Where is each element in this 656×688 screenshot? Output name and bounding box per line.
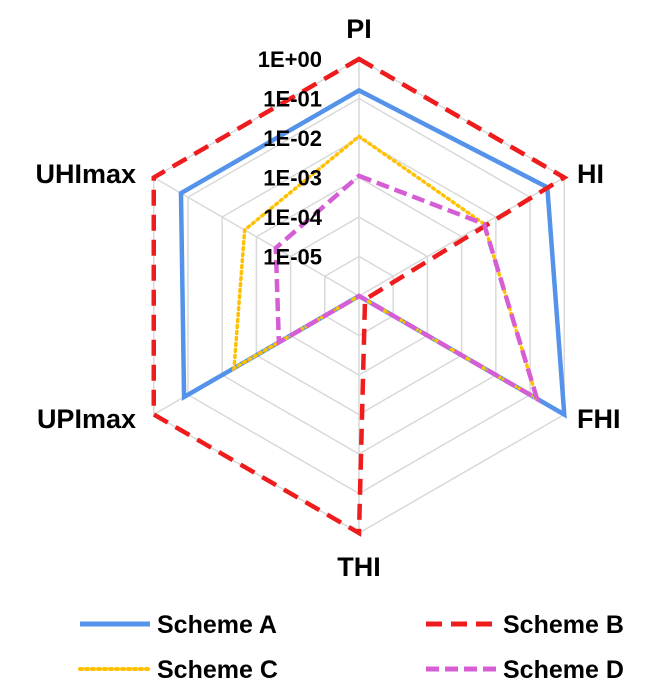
axis-label-thi: THI <box>337 552 381 582</box>
axis-label-hi: HI <box>577 159 604 189</box>
grid-spoke <box>153 176 360 297</box>
tick-label: 1E-03 <box>263 166 322 191</box>
tick-label: 1E-05 <box>263 245 322 270</box>
legend: Scheme A Scheme B Scheme C Scheme D <box>78 611 624 684</box>
axis-label-pi: PI <box>346 14 372 44</box>
axis-label-uhimax: UHImax <box>35 159 136 189</box>
tick-label: 1E-04 <box>263 205 322 230</box>
legend-label: Scheme A <box>157 611 277 639</box>
legend-label: Scheme D <box>503 656 624 683</box>
tick-label: 1E-02 <box>263 126 322 151</box>
series-layer <box>151 56 569 537</box>
tick-label: 1E+00 <box>258 47 322 72</box>
axis-labels: PI HI FHI THI UPImax UHImax <box>35 14 620 582</box>
axis-label-fhi: FHI <box>577 404 621 434</box>
axis-label-upimax: UPImax <box>37 404 136 434</box>
legend-item: Scheme A <box>80 611 277 639</box>
tick-label: 1E-01 <box>263 87 322 112</box>
legend-item: Scheme C <box>78 656 278 684</box>
legend-label: Scheme B <box>503 611 624 639</box>
legend-label: Scheme C <box>157 656 278 683</box>
legend-item: Scheme B <box>426 611 624 639</box>
tick-labels: 1E-05 1E-04 1E-03 1E-02 1E-01 1E+00 <box>258 47 323 270</box>
legend-item: Scheme D <box>426 656 624 684</box>
series-scheme-b <box>151 56 569 537</box>
series-scheme-d <box>273 173 541 404</box>
